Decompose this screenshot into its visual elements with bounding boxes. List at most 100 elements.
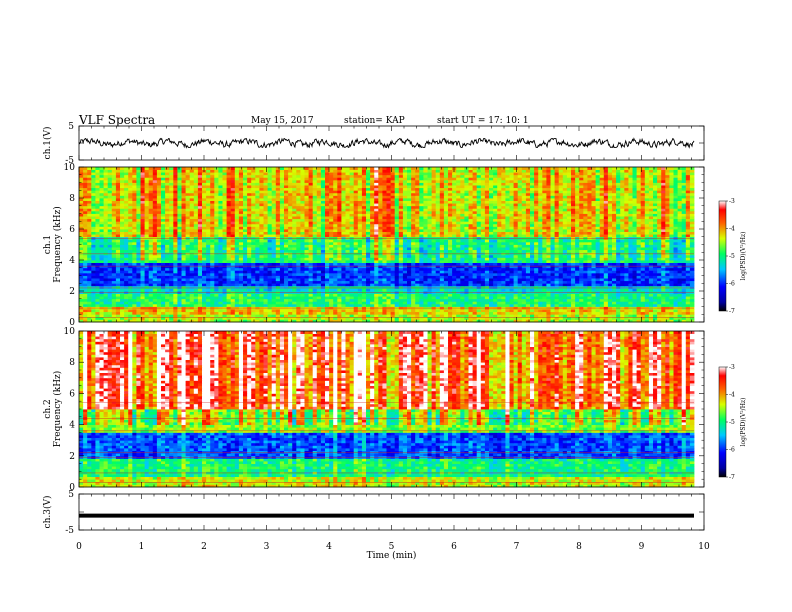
spectrogram-cell bbox=[83, 260, 88, 263]
spectrogram-cell bbox=[161, 278, 166, 282]
spectrogram-cell bbox=[296, 265, 301, 269]
spectrogram-cell bbox=[427, 309, 432, 313]
spectrogram-cell bbox=[566, 314, 572, 318]
spectrogram-cell bbox=[165, 301, 170, 305]
spectrogram-cell bbox=[312, 260, 318, 263]
spectrogram-cell bbox=[501, 257, 506, 261]
spectrogram-cell bbox=[366, 296, 371, 300]
spectrogram-cell bbox=[501, 311, 506, 315]
spectrogram-cell bbox=[402, 262, 408, 266]
spectrogram-cell bbox=[374, 296, 379, 300]
spectrogram-cell bbox=[620, 285, 625, 289]
spectrogram-cell bbox=[103, 278, 109, 282]
spectrogram-cell bbox=[689, 249, 695, 253]
spectrogram-cell bbox=[538, 303, 543, 307]
spectrogram-cell bbox=[312, 316, 318, 320]
spectrogram-cell bbox=[193, 257, 199, 261]
spectrogram-cell bbox=[402, 239, 408, 243]
spectrogram-cell bbox=[484, 288, 490, 292]
spectrogram-cell bbox=[91, 280, 96, 284]
spectrogram-cell bbox=[251, 293, 256, 297]
spectrogram-cell bbox=[493, 285, 498, 289]
spectrogram-cell bbox=[173, 293, 178, 297]
spectrogram-cell bbox=[423, 244, 428, 248]
spectrogram-cell bbox=[374, 285, 379, 289]
spectrogram-cell bbox=[550, 311, 555, 315]
spectrogram-cell bbox=[140, 280, 145, 284]
spectrogram-cell bbox=[312, 319, 318, 323]
spectrogram-cell bbox=[685, 283, 691, 287]
spectrogram-cell bbox=[419, 247, 424, 251]
spectrogram-cell bbox=[411, 270, 416, 274]
spectrogram-cell bbox=[489, 275, 494, 279]
spectrogram-cell bbox=[583, 314, 588, 318]
spectrogram-cell bbox=[587, 262, 592, 266]
spectrogram-cell bbox=[296, 241, 301, 245]
spectrogram-cell bbox=[407, 314, 412, 318]
spectrogram-cell bbox=[189, 298, 195, 302]
spectrogram-cell bbox=[620, 309, 625, 313]
spectrogram-cell bbox=[181, 301, 186, 305]
spectrogram-cell bbox=[128, 275, 133, 279]
spectrogram-cell bbox=[284, 319, 289, 323]
spectrogram-cell bbox=[689, 267, 695, 271]
spectrogram-cell bbox=[587, 241, 592, 245]
spectrogram-cell bbox=[431, 239, 437, 243]
spectrogram-cell bbox=[595, 275, 601, 279]
spectrogram-cell bbox=[517, 303, 523, 307]
spectrogram-cell bbox=[620, 316, 625, 320]
spectrogram-cell bbox=[214, 241, 219, 245]
spectrogram-cell bbox=[275, 267, 281, 271]
spectrogram-cell bbox=[218, 298, 223, 302]
spectrogram-cell bbox=[530, 270, 535, 274]
spectrogram-cell bbox=[263, 280, 268, 284]
spectrogram-cell bbox=[657, 311, 662, 315]
spectrogram-cell bbox=[550, 316, 555, 320]
spectrogram-cell bbox=[464, 249, 469, 253]
spectrogram-cell bbox=[271, 316, 277, 320]
spectrogram-cell bbox=[419, 267, 424, 271]
spectrogram-cell bbox=[575, 244, 580, 248]
spectrogram-cell bbox=[259, 283, 264, 287]
spectrogram-cell bbox=[218, 285, 223, 289]
spectrogram-cell bbox=[337, 280, 342, 284]
spectrogram-cell bbox=[243, 303, 248, 307]
start-time-label: start UT = 17: 10: 1 bbox=[437, 116, 529, 126]
spectrogram-cell bbox=[468, 270, 473, 274]
spectrogram-cell bbox=[493, 280, 498, 284]
spectrogram-cell bbox=[415, 262, 420, 266]
spectrogram-cell bbox=[681, 247, 687, 251]
spectrogram-cell bbox=[612, 309, 617, 313]
spectrogram-cell bbox=[337, 244, 342, 248]
spectrogram-cell bbox=[398, 244, 404, 248]
spectrogram-cell bbox=[456, 270, 461, 274]
spectrogram-cell bbox=[657, 283, 662, 287]
spectrogram-cell bbox=[156, 293, 162, 297]
spectrogram-cell bbox=[304, 316, 309, 320]
spectrogram-cell bbox=[349, 272, 355, 276]
spectrogram-cell bbox=[394, 247, 400, 251]
spectrogram-cell bbox=[316, 272, 322, 276]
spectrogram-cell bbox=[238, 267, 244, 271]
spectrogram-cell bbox=[632, 249, 637, 253]
spectrogram-cell bbox=[607, 319, 613, 323]
spectrogram-cell bbox=[620, 275, 625, 279]
spectrogram-cell bbox=[644, 309, 650, 313]
spectrogram-cell bbox=[439, 301, 445, 305]
spectrogram-cell bbox=[640, 316, 646, 320]
spectrogram-cell bbox=[103, 303, 109, 307]
spectrogram-cell bbox=[476, 272, 482, 276]
spectrogram-cell bbox=[128, 241, 133, 245]
spectrogram-cell bbox=[288, 280, 293, 284]
spectrogram-cell bbox=[279, 296, 285, 300]
spectrogram-cell bbox=[669, 288, 674, 292]
spectrogram-cell bbox=[165, 293, 170, 297]
spectrogram-cell bbox=[124, 257, 129, 261]
spectrogram-cell bbox=[603, 247, 609, 251]
spectrogram-cell bbox=[304, 265, 309, 269]
spectrogram-cell bbox=[685, 272, 691, 276]
spectrogram-cell bbox=[443, 262, 449, 266]
spectrogram-cell bbox=[296, 316, 301, 320]
spectrogram-cell bbox=[173, 285, 178, 289]
spectrogram-cell bbox=[161, 249, 166, 253]
